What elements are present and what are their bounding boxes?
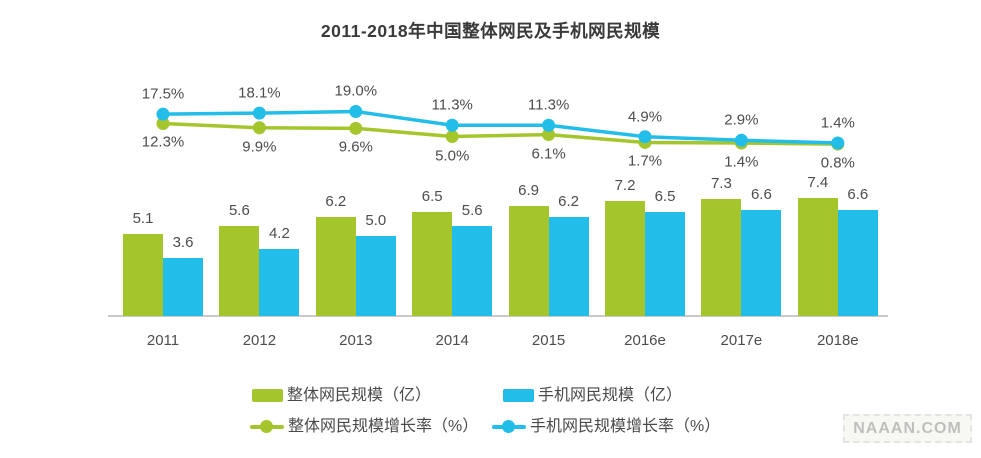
legend-label-overall-users: 整体网民规模（亿）	[287, 387, 432, 404]
bar-overall-users	[797, 197, 838, 316]
line-dot-overall-growth	[156, 116, 170, 130]
bar-mobile-users	[741, 210, 782, 316]
bar-overall-users	[701, 199, 742, 316]
x-axis-label: 2014	[435, 332, 469, 349]
x-axis-label: 2011	[146, 332, 180, 349]
bar-value-label-mobile-users: 4.2	[268, 224, 290, 242]
legend-item-mobile-users: 手机网民规模（亿）	[503, 387, 683, 404]
bar-overall-users	[315, 216, 356, 316]
line-dot-mobile-growth	[542, 118, 556, 132]
x-axis-label: 2013	[339, 332, 373, 349]
bar-mobile-users	[837, 210, 878, 316]
legend-item-mobile-growth: 手机网民规模增长率（%）	[492, 418, 721, 435]
bar-overall-users	[219, 226, 260, 316]
bar-overall-users	[412, 212, 453, 316]
bar-value-label-mobile-users: 6.6	[750, 186, 772, 204]
legend-item-overall-growth: 整体网民规模增长率（%）	[250, 418, 479, 435]
line-value-label-mobile-growth: 18.1%	[238, 84, 281, 102]
legend-bar-swatch-icon	[252, 389, 283, 402]
bar-mobile-users	[645, 212, 685, 316]
line-value-label-overall-growth: 5.0%	[435, 147, 470, 165]
legend-line-dot	[260, 420, 273, 433]
bar-value-label-mobile-users: 6.6	[847, 186, 869, 204]
line-value-label-overall-growth: 9.6%	[338, 138, 373, 156]
bar-mobile-users	[259, 248, 300, 316]
line-dot-overall-growth	[831, 137, 845, 151]
bar-overall-users	[508, 205, 549, 316]
line-dot-mobile-growth	[252, 106, 266, 120]
line-dot-overall-growth	[445, 130, 459, 144]
legend-item-overall-users: 整体网民规模（亿）	[252, 387, 432, 404]
bar-mobile-users	[163, 258, 203, 316]
bar-value-label-mobile-users: 3.6	[172, 234, 194, 252]
legend-label-mobile-users: 手机网民规模（亿）	[538, 387, 683, 404]
line-dot-mobile-growth	[349, 104, 363, 118]
line-value-label-overall-growth: 1.4%	[724, 153, 759, 171]
line-dot-mobile-growth	[831, 136, 845, 150]
x-axis-label: 2017e	[720, 332, 763, 349]
legend-bar-swatch-icon	[503, 389, 534, 402]
line-value-label-mobile-growth: 2.9%	[724, 111, 759, 129]
x-axis-label: 2012	[242, 332, 277, 349]
line-dot-overall-growth	[542, 128, 556, 142]
bar-value-label-overall-users: 5.1	[132, 210, 154, 228]
line-dot-overall-growth	[349, 121, 363, 135]
line-value-label-mobile-growth: 11.3%	[527, 96, 570, 114]
line-value-label-mobile-growth: 4.9%	[627, 108, 663, 126]
chart-title: 2011-2018年中国整体网民及手机网民规模	[320, 21, 661, 41]
bar-mobile-users	[548, 216, 589, 316]
line-value-label-mobile-growth: 1.4%	[820, 114, 855, 132]
bar-value-label-overall-users: 7.2	[614, 176, 636, 194]
legend-label-overall-growth: 整体网民规模增长率（%）	[288, 418, 479, 435]
line-dot-overall-growth	[734, 136, 748, 150]
line-value-label-overall-growth: 9.9%	[242, 138, 277, 156]
bar-value-label-mobile-users: 5.0	[365, 212, 387, 229]
bar-value-label-overall-users: 7.3	[710, 175, 732, 193]
line-value-label-mobile-growth: 17.5%	[141, 85, 185, 103]
legend-label-mobile-growth: 手机网民规模增长率（%）	[530, 418, 721, 435]
bar-mobile-users	[452, 226, 493, 316]
bar-value-label-overall-users: 7.4	[807, 173, 829, 191]
bar-overall-users	[605, 200, 645, 316]
line-dot-mobile-growth	[734, 133, 748, 147]
legend-line-dot	[502, 420, 515, 433]
line-value-label-mobile-growth: 19.0%	[334, 82, 378, 100]
line-dot-mobile-growth	[638, 130, 652, 144]
x-axis-label: 2015	[531, 332, 566, 349]
bar-value-label-overall-users: 6.9	[518, 181, 540, 199]
line-value-label-overall-growth: 1.7%	[627, 152, 663, 170]
bar-value-label-mobile-users: 5.6	[461, 202, 483, 220]
watermark: NAAAN.COM	[843, 414, 972, 443]
line-dot-overall-growth	[638, 135, 652, 149]
line-dot-overall-growth	[252, 121, 266, 135]
line-dot-mobile-growth	[445, 118, 459, 132]
x-axis-line	[108, 315, 888, 317]
line-value-label-overall-growth: 0.8%	[820, 154, 855, 172]
bar-value-label-overall-users: 6.5	[421, 188, 443, 205]
line-value-label-mobile-growth: 11.3%	[431, 96, 473, 114]
bar-value-label-mobile-users: 6.2	[558, 192, 580, 210]
line-dot-mobile-growth	[156, 107, 170, 121]
bar-mobile-users	[355, 236, 396, 316]
line-value-label-overall-growth: 6.1%	[531, 145, 566, 163]
bar-overall-users	[123, 234, 163, 316]
bar-value-label-mobile-users: 6.5	[654, 188, 676, 205]
bar-value-label-overall-users: 6.2	[325, 192, 347, 210]
bar-value-label-overall-users: 5.6	[228, 202, 250, 220]
legend-line-swatch-icon	[492, 420, 526, 433]
x-axis-label: 2018e	[816, 332, 859, 349]
line-value-label-overall-growth: 12.3%	[141, 133, 185, 151]
legend-line-swatch-icon	[250, 420, 284, 433]
x-axis-label: 2016e	[624, 332, 666, 349]
